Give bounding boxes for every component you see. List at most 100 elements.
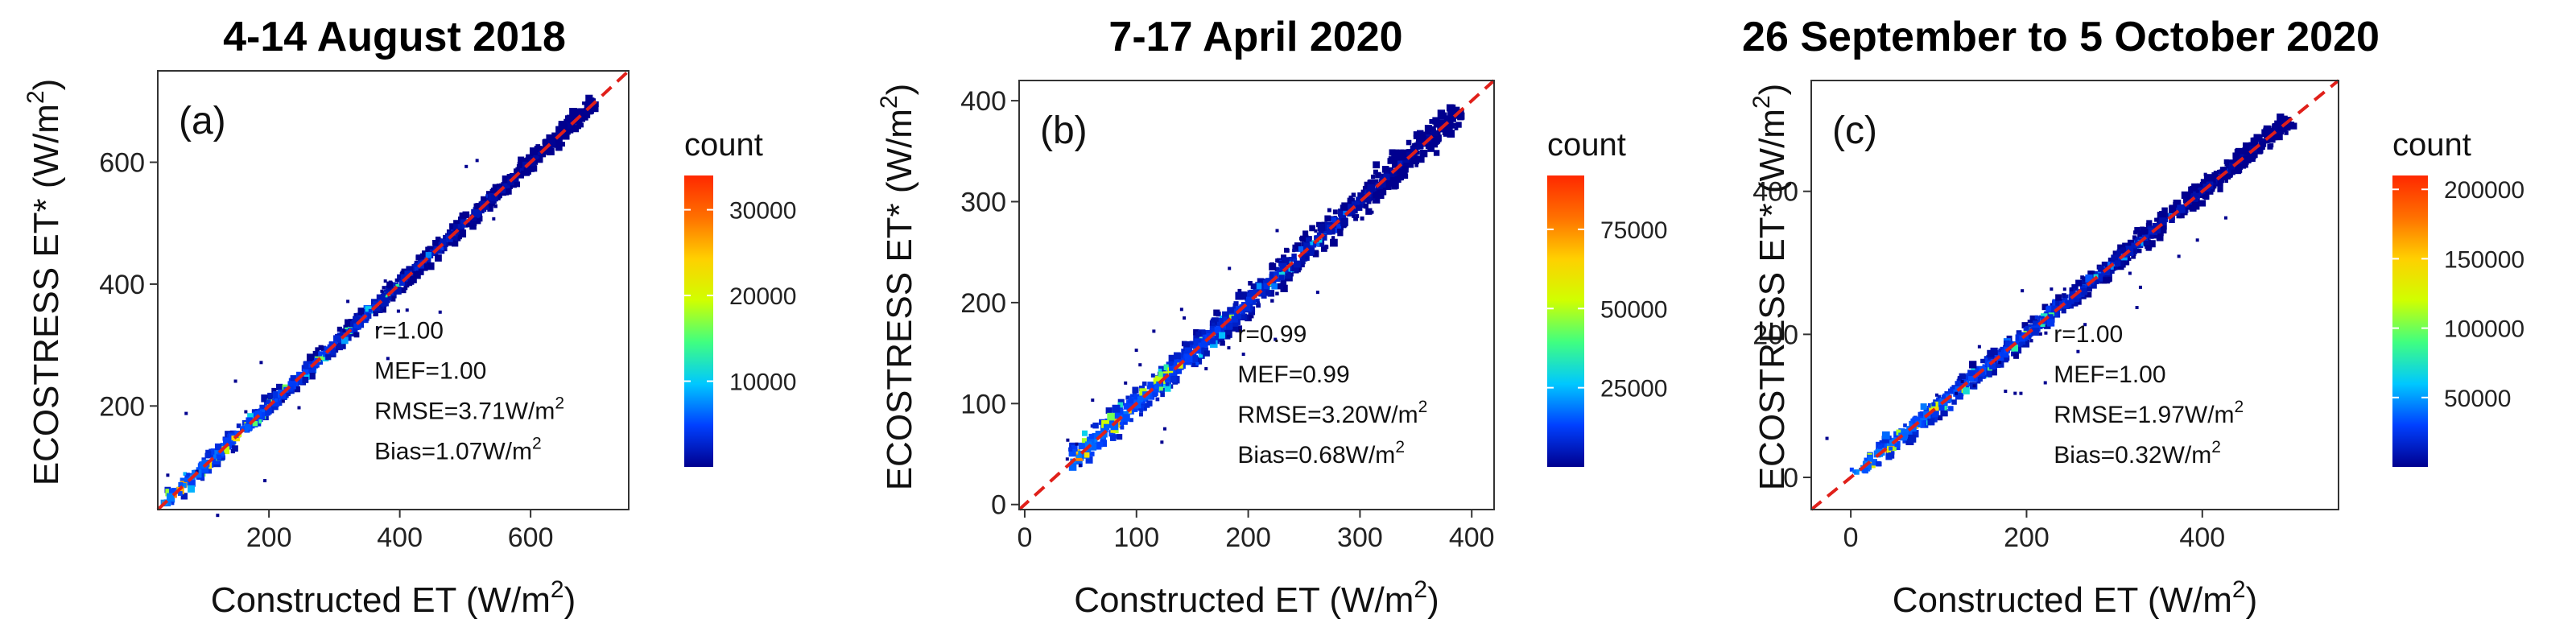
heatmap-cell (1951, 385, 1956, 390)
heatmap-cell (1880, 443, 1885, 447)
heatmap-cell (423, 258, 431, 265)
heatmap-cell (303, 361, 312, 369)
heatmap-cell (1298, 246, 1304, 252)
stat-bias: Bias=0.68W/m2 (1237, 438, 1405, 469)
heatmap-cell (2217, 186, 2223, 192)
heatmap-cell (582, 110, 591, 118)
heatmap-outlier (184, 411, 188, 415)
heatmap-cell (1346, 211, 1352, 217)
heatmap-outlier (233, 379, 237, 383)
heatmap-cell (1307, 247, 1315, 255)
heatmap-cell (2131, 254, 2136, 259)
heatmap-outlier (1972, 384, 1976, 388)
heatmap-cell (1085, 456, 1093, 464)
heatmap-cell (1206, 329, 1212, 336)
heatmap-cell (1431, 136, 1439, 144)
heatmap-cell (1416, 130, 1424, 138)
heatmap-cell (336, 343, 344, 351)
colorbar-tick-label: 75000 (1600, 217, 1667, 244)
heatmap-cell (506, 188, 512, 195)
heatmap-cell (1364, 195, 1372, 203)
heatmap-cell (2157, 212, 2164, 218)
heatmap-cell (1218, 336, 1224, 342)
heatmap-cell (1457, 114, 1464, 121)
heatmap-cell (1447, 130, 1455, 138)
heatmap-cell (1300, 258, 1306, 265)
heatmap-cell (490, 188, 499, 196)
heatmap-cell (1068, 449, 1076, 457)
heatmap-cell (429, 249, 436, 255)
heatmap-cell (1263, 283, 1270, 289)
heatmap-outlier (2083, 323, 2087, 327)
heatmap-cell (232, 445, 238, 452)
heatmap-cell (1230, 319, 1239, 327)
heatmap-cell (1360, 189, 1365, 194)
heatmap-cell (272, 390, 280, 398)
heatmap-cell (2225, 167, 2231, 174)
heatmap-cell (279, 392, 286, 399)
heatmap-outlier (2004, 390, 2008, 394)
heatmap-cell (1089, 451, 1095, 456)
heatmap-outlier (2043, 381, 2047, 385)
heatmap-cell (2186, 193, 2192, 200)
heatmap-cell (2211, 172, 2219, 179)
heatmap-cell (2158, 225, 2167, 234)
heatmap-cell (1215, 318, 1224, 327)
heatmap-cell (1265, 279, 1271, 284)
heatmap-cell (1437, 109, 1446, 118)
heatmap-cell (1317, 233, 1322, 237)
heatmap-cell (1393, 159, 1401, 167)
heatmap-cell (2011, 351, 2017, 357)
heatmap-cell (1355, 214, 1360, 218)
heatmap-cell (448, 230, 453, 235)
heatmap-cell (2165, 213, 2170, 219)
heatmap-cell (1147, 382, 1154, 389)
heatmap-cell (353, 323, 359, 328)
heatmap-cell (1210, 338, 1216, 345)
heatmap-cell (200, 465, 209, 473)
heatmap-outlier (438, 310, 442, 314)
y-axis-label: ECOSTRESS ET* (W/m2) (23, 79, 66, 486)
heatmap-cell (336, 326, 342, 332)
heatmap-outlier (1183, 316, 1187, 320)
heatmap-cell (2203, 174, 2212, 182)
heatmap-cell (2070, 290, 2076, 297)
heatmap-cell (1247, 292, 1254, 299)
heatmap-cell (1168, 354, 1177, 363)
heatmap-cell (1328, 228, 1335, 235)
identity-line (156, 69, 630, 511)
heatmap-cell (2034, 315, 2039, 320)
heatmap-cell (2086, 291, 2092, 298)
heatmap-cell (1315, 242, 1320, 247)
heatmap-cell (539, 146, 545, 151)
heatmap-cell (315, 347, 320, 353)
heatmap-cell (390, 291, 397, 299)
heatmap-cell (333, 336, 341, 343)
heatmap-outlier (383, 279, 387, 283)
heatmap-cell (1984, 369, 1992, 377)
heatmap-cell (1403, 170, 1408, 175)
heatmap-cell (422, 252, 427, 258)
heatmap-cell (2152, 222, 2160, 230)
heatmap-cell (1881, 431, 1890, 440)
heatmap-cell (1194, 341, 1199, 346)
heatmap-cell (1355, 204, 1363, 211)
heatmap-cell (287, 392, 291, 397)
heatmap-cell (1454, 126, 1459, 130)
x-axis-label: Constructed ET (W/m2) (1893, 576, 2258, 620)
heatmap-cell (400, 287, 407, 294)
heatmap-cell (1373, 161, 1381, 169)
heatmap-cell (1177, 368, 1181, 372)
heatmap-cell (1963, 387, 1970, 394)
heatmap-cell (2065, 300, 2072, 308)
heatmap-cell (1281, 257, 1290, 266)
heatmap-cell (1443, 115, 1451, 122)
heatmap-cell (1086, 436, 1095, 445)
heatmap-cell (2021, 322, 2029, 328)
heatmap-cell (546, 134, 554, 142)
stat-r: r=1.00 (374, 317, 444, 344)
heatmap-cell (230, 448, 235, 454)
heatmap-cell (2051, 305, 2058, 313)
heatmap-cell (2151, 232, 2158, 239)
heatmap-cell (1399, 161, 1408, 169)
